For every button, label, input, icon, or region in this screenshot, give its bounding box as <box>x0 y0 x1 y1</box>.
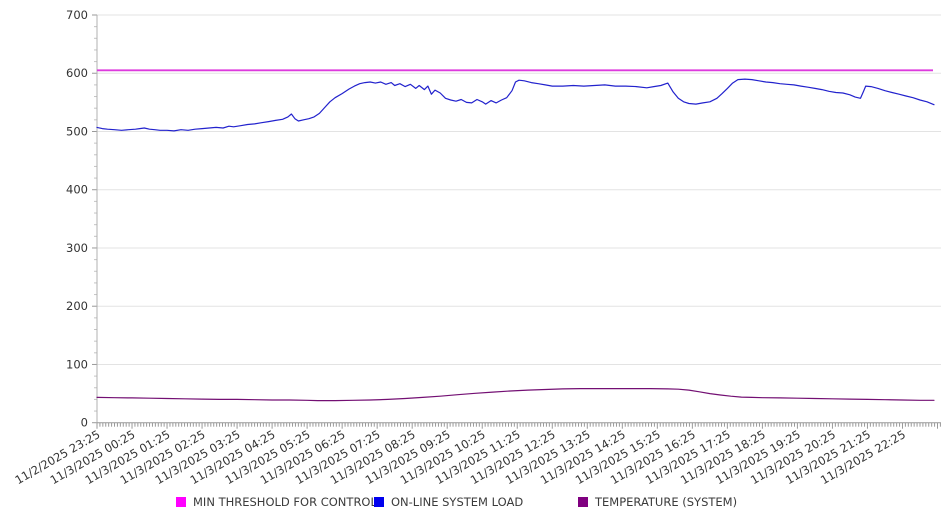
legend-label-system-load: ON-LINE SYSTEM LOAD <box>391 495 524 509</box>
series-line-on-line-system-load <box>96 78 935 132</box>
legend-swatch-min-threshold <box>176 497 186 507</box>
legend-label-min-threshold: MIN THRESHOLD FOR CONTROL <box>193 495 377 509</box>
legend-item-min-threshold: MIN THRESHOLD FOR CONTROL <box>176 495 377 509</box>
y-axis-ticks <box>92 14 97 424</box>
y-gridlines <box>97 14 941 365</box>
svg-text:500: 500 <box>66 124 88 138</box>
legend-swatch-system-load <box>374 497 384 507</box>
legend-item-system-load: ON-LINE SYSTEM LOAD <box>374 495 578 509</box>
legend-swatch-temperature <box>578 497 588 507</box>
y-axis-labels: 0 100 200 300 400 500 600 700 <box>66 8 88 430</box>
svg-text:600: 600 <box>66 66 88 80</box>
legend-item-temperature: TEMPERATURE (SYSTEM) <box>578 495 737 509</box>
svg-text:0: 0 <box>81 416 88 430</box>
svg-text:700: 700 <box>66 8 88 22</box>
legend-label-temperature: TEMPERATURE (SYSTEM) <box>595 495 738 509</box>
series-line-temperature-system <box>96 388 935 402</box>
svg-text:400: 400 <box>66 183 88 197</box>
svg-text:100: 100 <box>66 357 88 371</box>
x-axis-ticks <box>96 422 941 429</box>
svg-text:200: 200 <box>66 299 88 313</box>
chart-legend: MIN THRESHOLD FOR CONTROL ON-LINE SYSTEM… <box>176 495 737 509</box>
svg-text:300: 300 <box>66 241 88 255</box>
